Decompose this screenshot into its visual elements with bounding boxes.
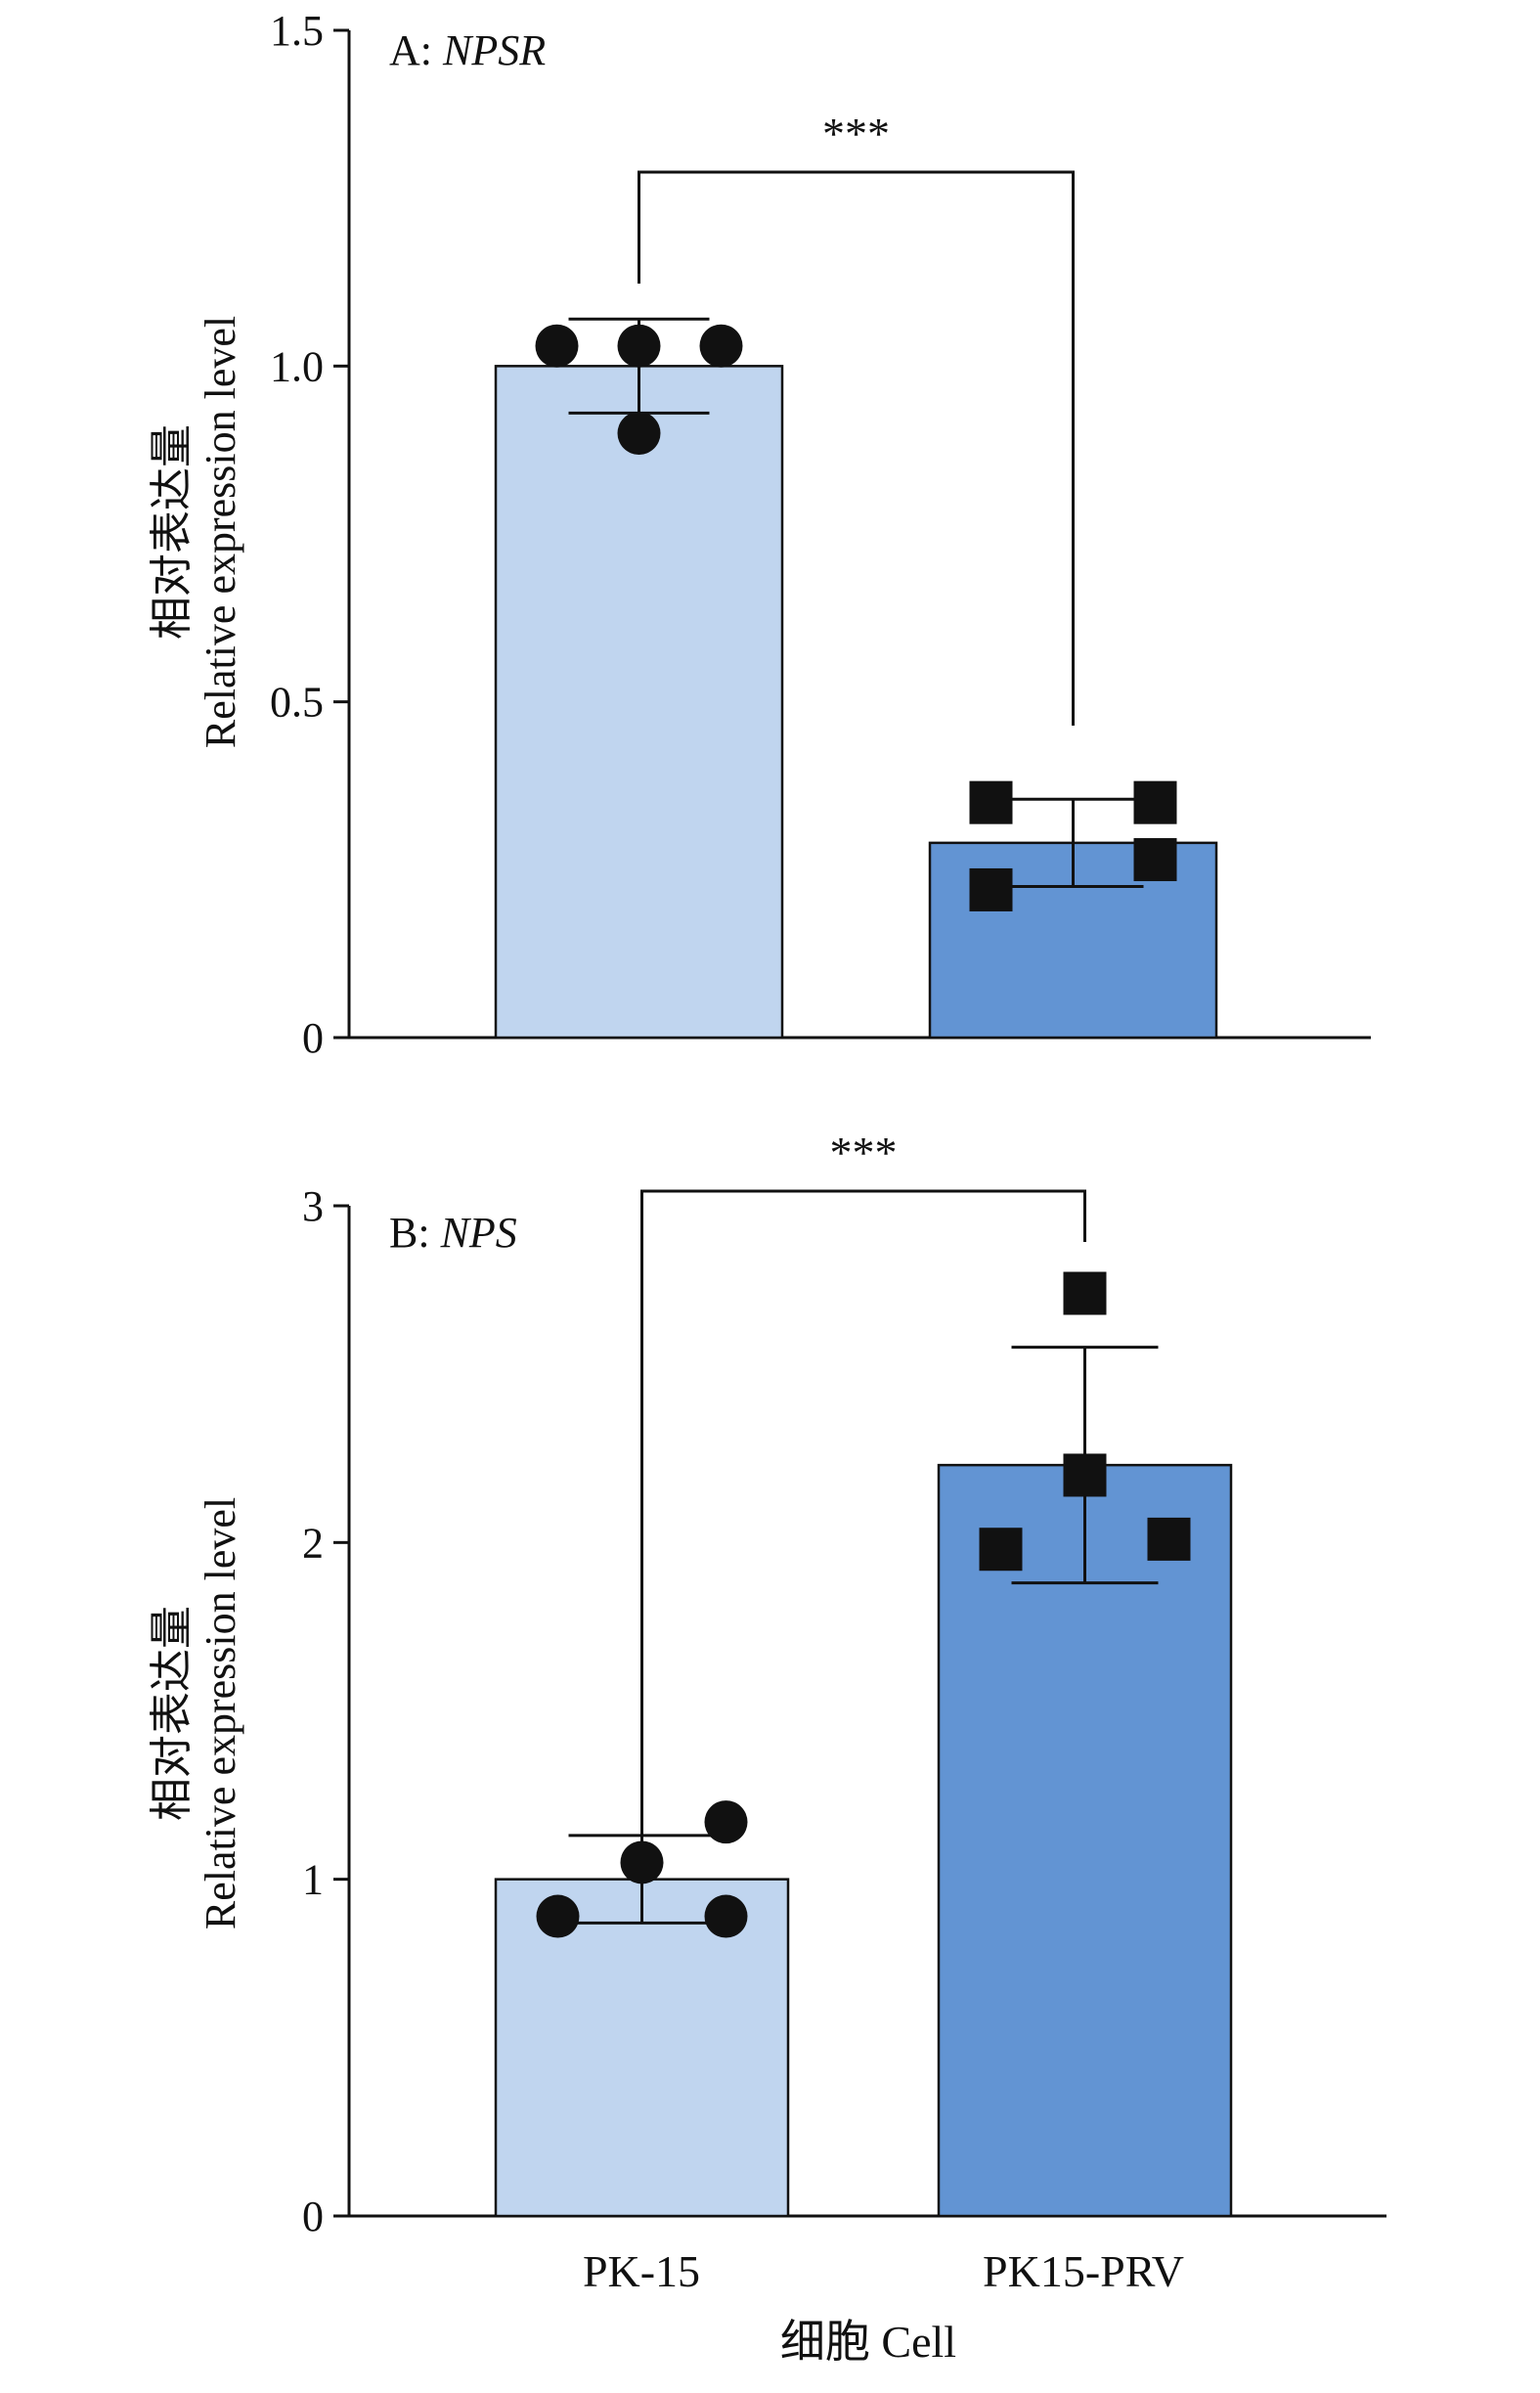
panel-b-title: B: NPS — [389, 1209, 517, 1257]
panel-b-y-tick-label: 0 — [302, 2193, 324, 2240]
panel-b-prefix: B: — [389, 1209, 441, 1257]
panel-a-data-point — [969, 867, 1013, 911]
panel-b-data-point — [704, 1894, 748, 1938]
panel-b-data-point — [704, 1800, 748, 1844]
panel-b-bar-pk15-prv — [937, 1463, 1233, 2218]
panel-b-data-point — [620, 1840, 664, 1884]
panel-b-y-tick-label: 3 — [302, 1182, 324, 1230]
panel-a-y-tick-label: 1.5 — [270, 7, 324, 55]
x-tick-label-pk15-prv: PK15-PRV — [983, 2246, 1184, 2296]
x-tick-label-pk15: PK-15 — [583, 2246, 700, 2296]
panel-a-data-point — [1133, 838, 1177, 882]
panel-a-significance-label: *** — [822, 109, 890, 158]
panel-a-gene: NPSR — [442, 26, 546, 74]
panel-b-bar-pk-15 — [494, 1878, 790, 2218]
panel-b-y-tick-label: 1 — [302, 1856, 324, 1904]
panel-a-data-point — [969, 780, 1013, 824]
panel-b-nps: B: NPS 相对表达量 Relative expression level 0… — [148, 1128, 1386, 2240]
panel-b-data-point — [1063, 1453, 1107, 1497]
panel-a-ylabel-cn: 相对表达量 — [148, 424, 196, 640]
panel-a-prefix: A: — [389, 26, 443, 74]
panel-a-data-point — [617, 412, 661, 455]
panel-b-ylabel-en: Relative expression level — [197, 1497, 244, 1929]
panel-a-y-tick-label: 0 — [302, 1014, 324, 1062]
panel-a-data-point — [699, 324, 743, 368]
panel-b-significance-label: *** — [830, 1128, 898, 1177]
panel-a-significance-bracket — [638, 170, 1075, 726]
panel-a-npsr: A: NPSR 相对表达量 Relative expression level … — [148, 7, 1371, 1062]
panel-b-ylabel-cn: 相对表达量 — [148, 1606, 196, 1821]
panel-b-data-point — [979, 1528, 1023, 1572]
panel-b-data-point — [1063, 1271, 1107, 1315]
panel-a-bar-pk-15 — [494, 365, 784, 1040]
panel-a-data-point — [1133, 780, 1177, 824]
panel-a-y-tick-label: 0.5 — [270, 679, 324, 727]
panel-a-data-point — [617, 324, 661, 368]
panel-b-data-point — [1147, 1517, 1191, 1561]
x-axis-title: 细胞 Cell — [780, 2317, 956, 2367]
panel-b-data-point — [536, 1894, 580, 1938]
panel-a-ylabel-en: Relative expression level — [197, 316, 244, 748]
panel-b-significance-bracket — [640, 1189, 1086, 1855]
panel-a-y-tick-label: 1.0 — [270, 342, 324, 390]
panel-a-title: A: NPSR — [389, 26, 546, 74]
panel-b-gene: NPS — [440, 1209, 517, 1257]
panel-b-y-tick-label: 2 — [302, 1519, 324, 1567]
panel-a-data-point — [535, 324, 579, 368]
